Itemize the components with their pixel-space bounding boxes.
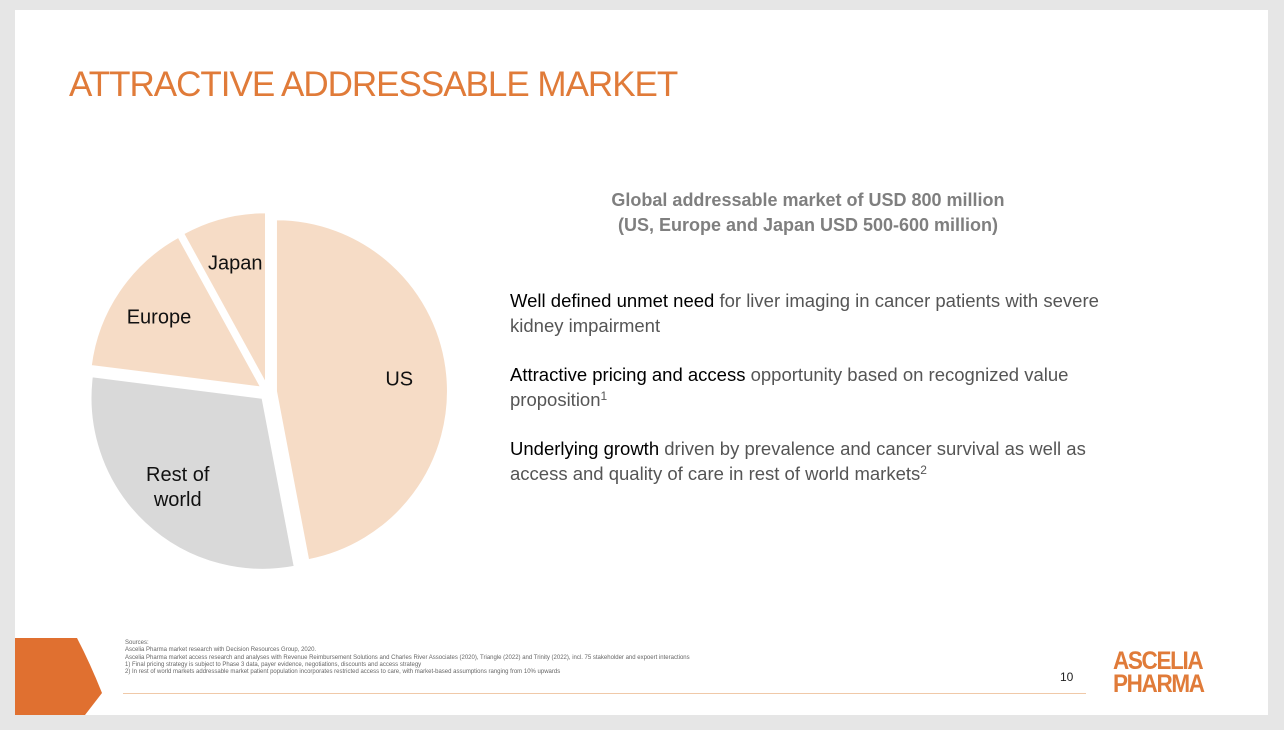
bullet: Underlying growth driven by prevalence a… xyxy=(510,436,1130,486)
pie-slice xyxy=(89,375,296,571)
logo: ASCELIA PHARMA xyxy=(1113,647,1205,698)
footnote-ref: 1 xyxy=(600,389,608,403)
pie-slice xyxy=(89,235,264,389)
bullet: Attractive pricing and access opportunit… xyxy=(510,362,1130,412)
bullet-text: driven by prevalence and cancer survival… xyxy=(510,438,1086,484)
bullet-list: Well defined unmet need for liver imagin… xyxy=(510,288,1130,510)
bullet-lead: Underlying growth xyxy=(510,438,660,459)
footnote: Sources: xyxy=(125,640,149,646)
slide-title: ATTRACTIVE ADDRESSABLE MARKET xyxy=(69,65,678,104)
footnote: Ascelia Pharma market research with Deci… xyxy=(125,647,317,654)
headline-line: (US, Europe and Japan USD 500-600 millio… xyxy=(617,215,999,235)
bullet: Well defined unmet need for liver imagin… xyxy=(510,288,1130,338)
slice-label: Japan xyxy=(207,252,263,275)
corner-shape xyxy=(15,638,102,715)
slice-label: Rest of world xyxy=(146,464,210,512)
headline: Global addressable market of USD 800 mil… xyxy=(495,188,1121,238)
footnotes: Sources: Ascelia Pharma market research w… xyxy=(125,640,690,676)
footnote: 1) Final pricing strategy is subject to … xyxy=(125,661,422,668)
footnote: Ascelia Pharma market access research an… xyxy=(125,654,690,661)
pie-chart xyxy=(89,211,449,571)
pie-slice xyxy=(274,218,449,562)
bullet-lead: Attractive pricing and access xyxy=(510,364,746,385)
logo-line: ASCELIA xyxy=(1113,647,1204,675)
footnote-ref: 2 xyxy=(920,463,927,477)
pie-slice xyxy=(181,211,268,385)
bullet-text: for liver imaging in cancer patients wit… xyxy=(510,290,1099,336)
footnote: 2) In rest of world markets addressable … xyxy=(125,669,561,676)
headline-line: Global addressable market of USD 800 mil… xyxy=(611,190,1005,210)
page-number: 10 xyxy=(1060,670,1074,684)
slide: ATTRACTIVE ADDRESSABLE MARKET Global add… xyxy=(15,10,1268,715)
slice-label: US xyxy=(385,368,414,391)
logo-line: PHARMA xyxy=(1113,670,1205,698)
slice-label: Europe xyxy=(126,306,192,329)
bullet-text: opportunity based on recognized value pr… xyxy=(510,364,1069,410)
bullet-lead: Well defined unmet need xyxy=(510,290,715,311)
footer-rule xyxy=(123,693,1086,694)
